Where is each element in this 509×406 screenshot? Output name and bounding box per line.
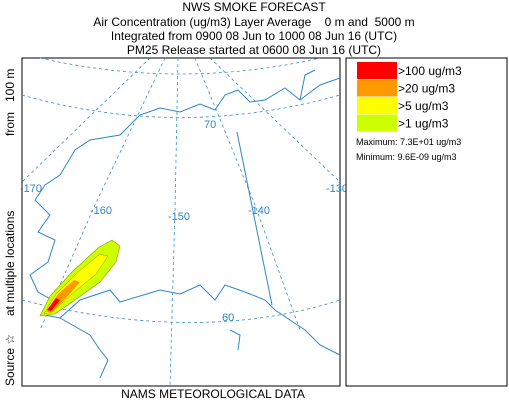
lat-label: 70 bbox=[204, 119, 216, 131]
legend-min: Minimum: 9.6E-09 ug/m3 bbox=[356, 152, 457, 162]
lon-label: -160 bbox=[90, 205, 112, 217]
side-text: Source ☆ bbox=[3, 334, 17, 386]
map: -170 -160 -150 -140 -130 70 60 bbox=[20, 57, 348, 387]
lon-label: -140 bbox=[248, 205, 270, 217]
legend-swatch bbox=[357, 62, 397, 79]
side-text: from 100 m bbox=[3, 69, 17, 136]
lat-label: 60 bbox=[222, 312, 234, 324]
plume-100 bbox=[47, 298, 60, 311]
side-label: Source ☆ at multiple locations from 100 … bbox=[3, 69, 17, 386]
title: NWS SMOKE FORECAST bbox=[182, 0, 326, 14]
legend: >100 ug/m3 >20 ug/m3 >5 ug/m3 >1 ug/m3 bbox=[357, 62, 462, 132]
legend-swatch bbox=[357, 114, 397, 132]
legend-label: >1 ug/m3 bbox=[398, 117, 449, 131]
legend-max: Maximum: 7.3E+01 ug/m3 bbox=[356, 137, 461, 147]
legend-label: >5 ug/m3 bbox=[398, 99, 449, 113]
subtitle: Integrated from 0900 08 Jun to 1000 08 J… bbox=[111, 29, 397, 43]
legend-label: >100 ug/m3 bbox=[398, 64, 462, 78]
legend-swatch bbox=[357, 97, 397, 114]
subtitle: Air Concentration (ug/m3) Layer Average … bbox=[93, 15, 414, 29]
side-text: at multiple locations bbox=[3, 211, 17, 316]
legend-label: >20 ug/m3 bbox=[398, 82, 455, 96]
footer: NAMS METEOROLOGICAL DATA bbox=[121, 387, 305, 401]
lon-label: -130 bbox=[326, 183, 348, 195]
lon-label: -150 bbox=[168, 211, 190, 223]
legend-swatch bbox=[357, 79, 397, 97]
lon-label: -170 bbox=[20, 183, 42, 195]
map-frame bbox=[21, 57, 341, 387]
subtitle: PM25 Release started at 0600 08 Jun 16 (… bbox=[127, 43, 381, 57]
